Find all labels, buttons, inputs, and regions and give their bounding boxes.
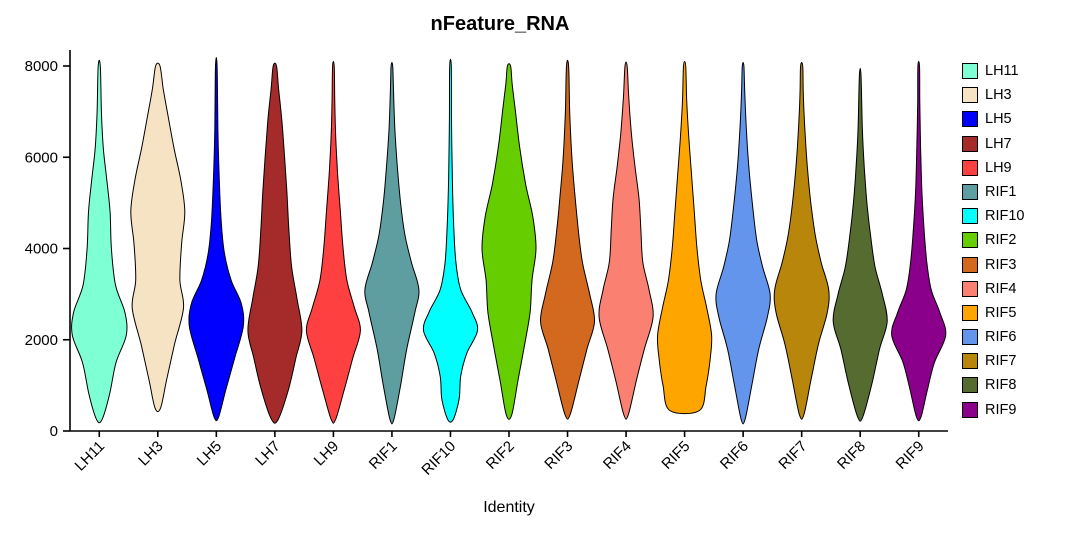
legend-label: RIF6 [985,329,1017,346]
x-tick-label-RIF8: RIF8 [834,438,869,473]
y-tick-label: 8000 [25,58,58,75]
legend-label: LH3 [985,87,1012,104]
legend-swatch [962,377,978,394]
legend-label: RIF5 [985,304,1017,321]
x-tick-label-RIF4: RIF4 [600,438,635,473]
legend-label: RIF2 [985,232,1017,249]
violin-LH7 [247,62,303,424]
legend-item-RIF4: RIF4 [962,280,1025,297]
legend-swatch [962,159,978,176]
legend-swatch [962,304,978,321]
chart-title: nFeature_RNA [431,13,570,35]
violin-RIF3 [539,59,596,420]
legend-swatch [962,63,978,79]
x-tick-label-RIF10: RIF10 [418,438,459,479]
legend-item-RIF10: RIF10 [962,208,1025,225]
legend-swatch [962,280,978,297]
legend-label: RIF10 [985,208,1025,225]
x-tick-label-RIF7: RIF7 [775,438,810,473]
legend-swatch [962,87,978,104]
violin-RIF5 [656,60,713,415]
legend-label: RIF9 [985,401,1017,418]
legend-item-LH5: LH5 [962,111,1025,128]
legend-swatch [962,401,978,418]
legend-item-RIF3: RIF3 [962,256,1025,273]
legend-label: LH9 [985,159,1012,176]
legend-swatch [962,329,978,346]
x-axis-label: Identity [483,499,535,516]
legend-item-LH9: LH9 [962,159,1025,176]
legend-swatch [962,232,978,249]
legend-swatch [962,353,978,370]
y-tick-label: 4000 [25,241,58,258]
legend-swatch [962,135,978,152]
legend-label: RIF7 [985,353,1017,370]
legend: LH11 LH3 LH5 LH7 LH9 RIF1 RIF10 RIF2 RIF3 RIF4 RIF… [962,63,1025,426]
legend-swatch [962,111,978,128]
x-tick-label-RIF6: RIF6 [717,438,752,473]
x-tick-label-LH5: LH5 [194,438,225,469]
violin-LH11 [71,59,128,424]
violin-LH3 [130,62,186,413]
legend-label: RIF8 [985,377,1017,394]
legend-item-RIF8: RIF8 [962,377,1025,394]
x-tick-label-LH11: LH11 [72,438,109,475]
legend-label: RIF3 [985,256,1017,273]
legend-label: RIF4 [985,280,1017,297]
legend-item-RIF2: RIF2 [962,232,1025,249]
legend-item-LH3: LH3 [962,87,1025,104]
x-tick-label-LH7: LH7 [252,438,283,469]
violin-LH5 [188,56,245,422]
violins-group [71,56,947,425]
x-tick-label-RIF2: RIF2 [483,438,518,473]
violin-RIF7 [773,62,830,420]
violin-RIF8 [832,67,888,422]
x-tick-label-LH9: LH9 [311,438,342,469]
legend-swatch [962,208,978,225]
legend-swatch [962,183,978,200]
legend-item-RIF9: RIF9 [962,401,1025,418]
legend-item-RIF7: RIF7 [962,353,1025,370]
violin-RIF4 [598,61,654,420]
legend-item-RIF6: RIF6 [962,329,1025,346]
x-tick-label-RIF9: RIF9 [893,438,928,473]
y-tick-label: 6000 [25,149,58,166]
legend-item-LH11: LH11 [962,63,1025,79]
x-tick-label-LH3: LH3 [135,438,166,469]
violin-RIF2 [481,63,537,420]
legend-label: LH7 [985,135,1012,152]
x-tick-label-RIF5: RIF5 [658,438,693,473]
violin-RIF1 [364,62,420,425]
y-tick-label: 0 [50,423,58,440]
legend-item-LH7: LH7 [962,135,1025,152]
y-tick-label: 2000 [25,332,58,349]
violin-LH9 [305,60,361,424]
violin-RIF6 [715,62,771,425]
legend-swatch [962,256,978,273]
legend-label: LH5 [985,111,1012,128]
violin-RIF9 [891,60,947,422]
x-tick-label-RIF1: RIF1 [366,438,401,473]
legend-label: RIF1 [985,183,1017,200]
violin-RIF10 [422,58,479,423]
legend-item-RIF5: RIF5 [962,304,1025,321]
x-tick-label-RIF3: RIF3 [541,438,576,473]
legend-item-RIF1: RIF1 [962,183,1025,200]
legend-label: LH11 [985,63,1019,79]
